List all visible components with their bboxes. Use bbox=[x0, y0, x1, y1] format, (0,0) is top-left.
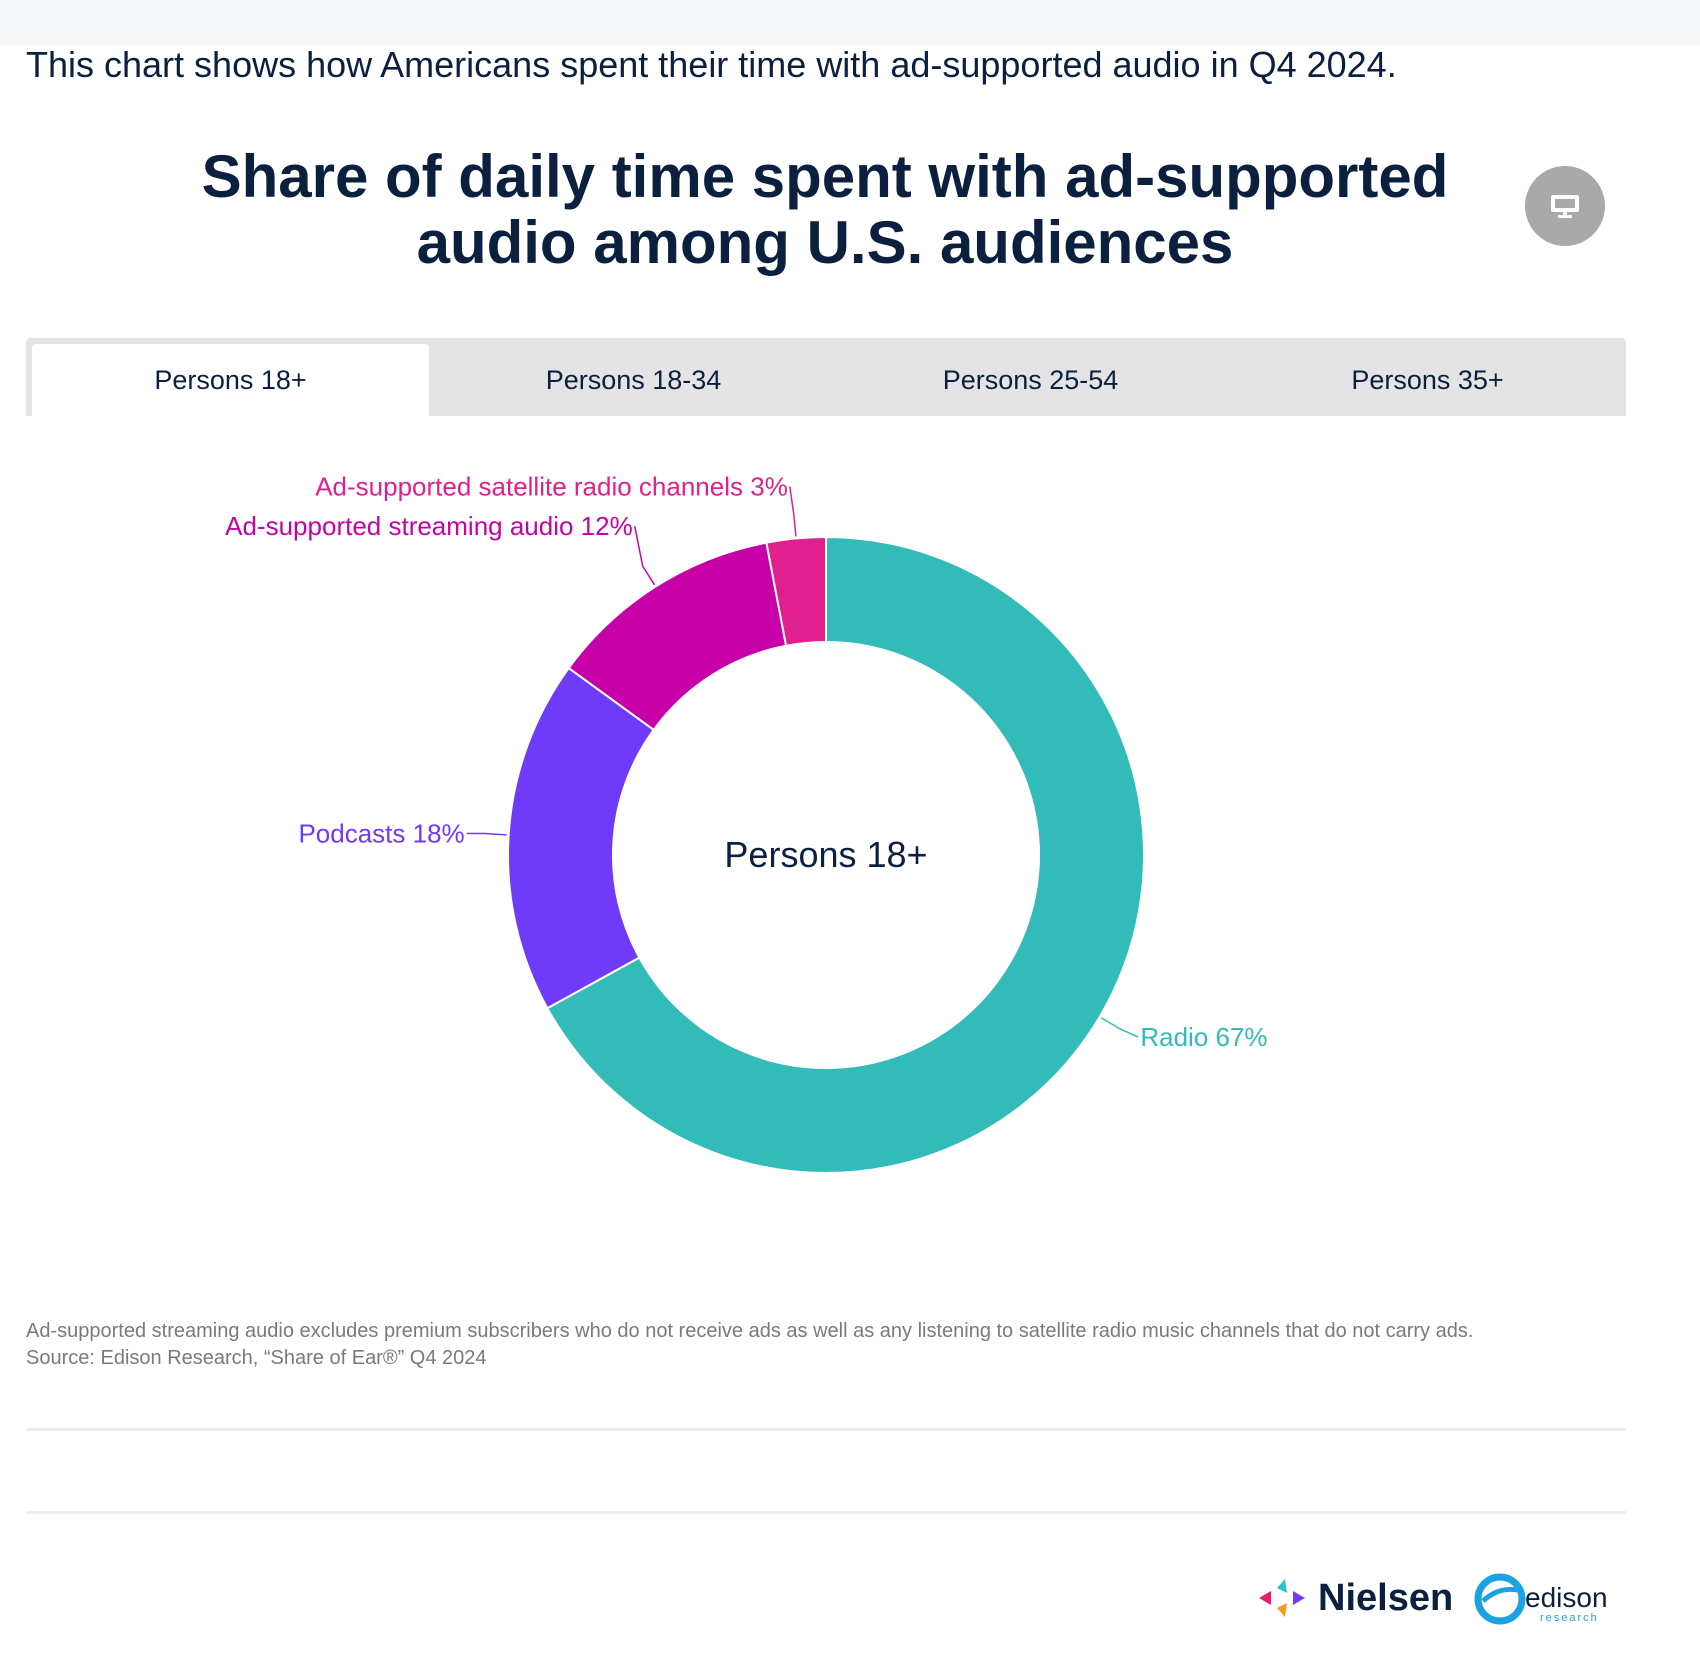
leader-line-radio bbox=[1101, 1017, 1139, 1038]
data-label-satellite-radio: Ad-supported satellite radio channels 3% bbox=[315, 472, 788, 502]
chart-footnote: Ad-supported streaming audio excludes pr… bbox=[26, 1318, 1473, 1372]
top-bar bbox=[0, 0, 1700, 45]
footnote-source: Source: Edison Research, “Share of Ear®”… bbox=[26, 1347, 487, 1369]
slice-radio[interactable] bbox=[545, 535, 1145, 1174]
footnote-note: Ad-supported streaming audio excludes pr… bbox=[26, 1320, 1474, 1342]
nielsen-wordmark: Nielsen bbox=[1318, 1577, 1453, 1619]
partner-logos: Nielsen edison research bbox=[1259, 1573, 1608, 1625]
tab-persons-25-54[interactable]: Persons 25-54 bbox=[942, 364, 1119, 395]
presentation-mode-button[interactable] bbox=[1525, 166, 1605, 246]
chart-title: Share of daily time spent with ad-suppor… bbox=[201, 143, 1449, 276]
leader-line-streaming-audio bbox=[634, 526, 656, 586]
tab-persons-18-plus[interactable]: Persons 18+ bbox=[32, 344, 429, 416]
leader-line-satellite-radio bbox=[789, 486, 797, 537]
donut-chart: Radio 67% Podcasts 18% Ad-supported stream… bbox=[225, 472, 1268, 1174]
edison-research-logo: edison research bbox=[1474, 1573, 1608, 1625]
nielsen-logo: Nielsen bbox=[1259, 1577, 1453, 1619]
leader-line-podcasts bbox=[466, 832, 507, 836]
divider bbox=[26, 1511, 1626, 1514]
monitor-icon bbox=[1551, 195, 1579, 218]
data-label-podcasts: Podcasts 18% bbox=[298, 819, 464, 849]
tab-persons-35-plus[interactable]: Persons 35+ bbox=[1351, 364, 1504, 395]
divider bbox=[26, 1428, 1626, 1431]
data-label-streaming-audio: Ad-supported streaming audio 12% bbox=[225, 511, 633, 541]
slice-podcasts[interactable] bbox=[507, 666, 656, 1010]
data-label-radio: Radio 67% bbox=[1140, 1022, 1267, 1052]
center-label: Persons 18+ bbox=[724, 834, 927, 875]
tab-persons-18-34[interactable]: Persons 18-34 bbox=[545, 364, 722, 395]
audience-tabs: Persons 18+ Persons 18-34 Persons 25-54 … bbox=[26, 338, 1626, 416]
edison-wordmark: edison bbox=[1525, 1582, 1608, 1613]
slice-satellite-radio[interactable] bbox=[765, 535, 827, 647]
intro-text: This chart shows how Americans spent the… bbox=[26, 44, 1397, 85]
edison-subtitle: research bbox=[1540, 1612, 1599, 1624]
